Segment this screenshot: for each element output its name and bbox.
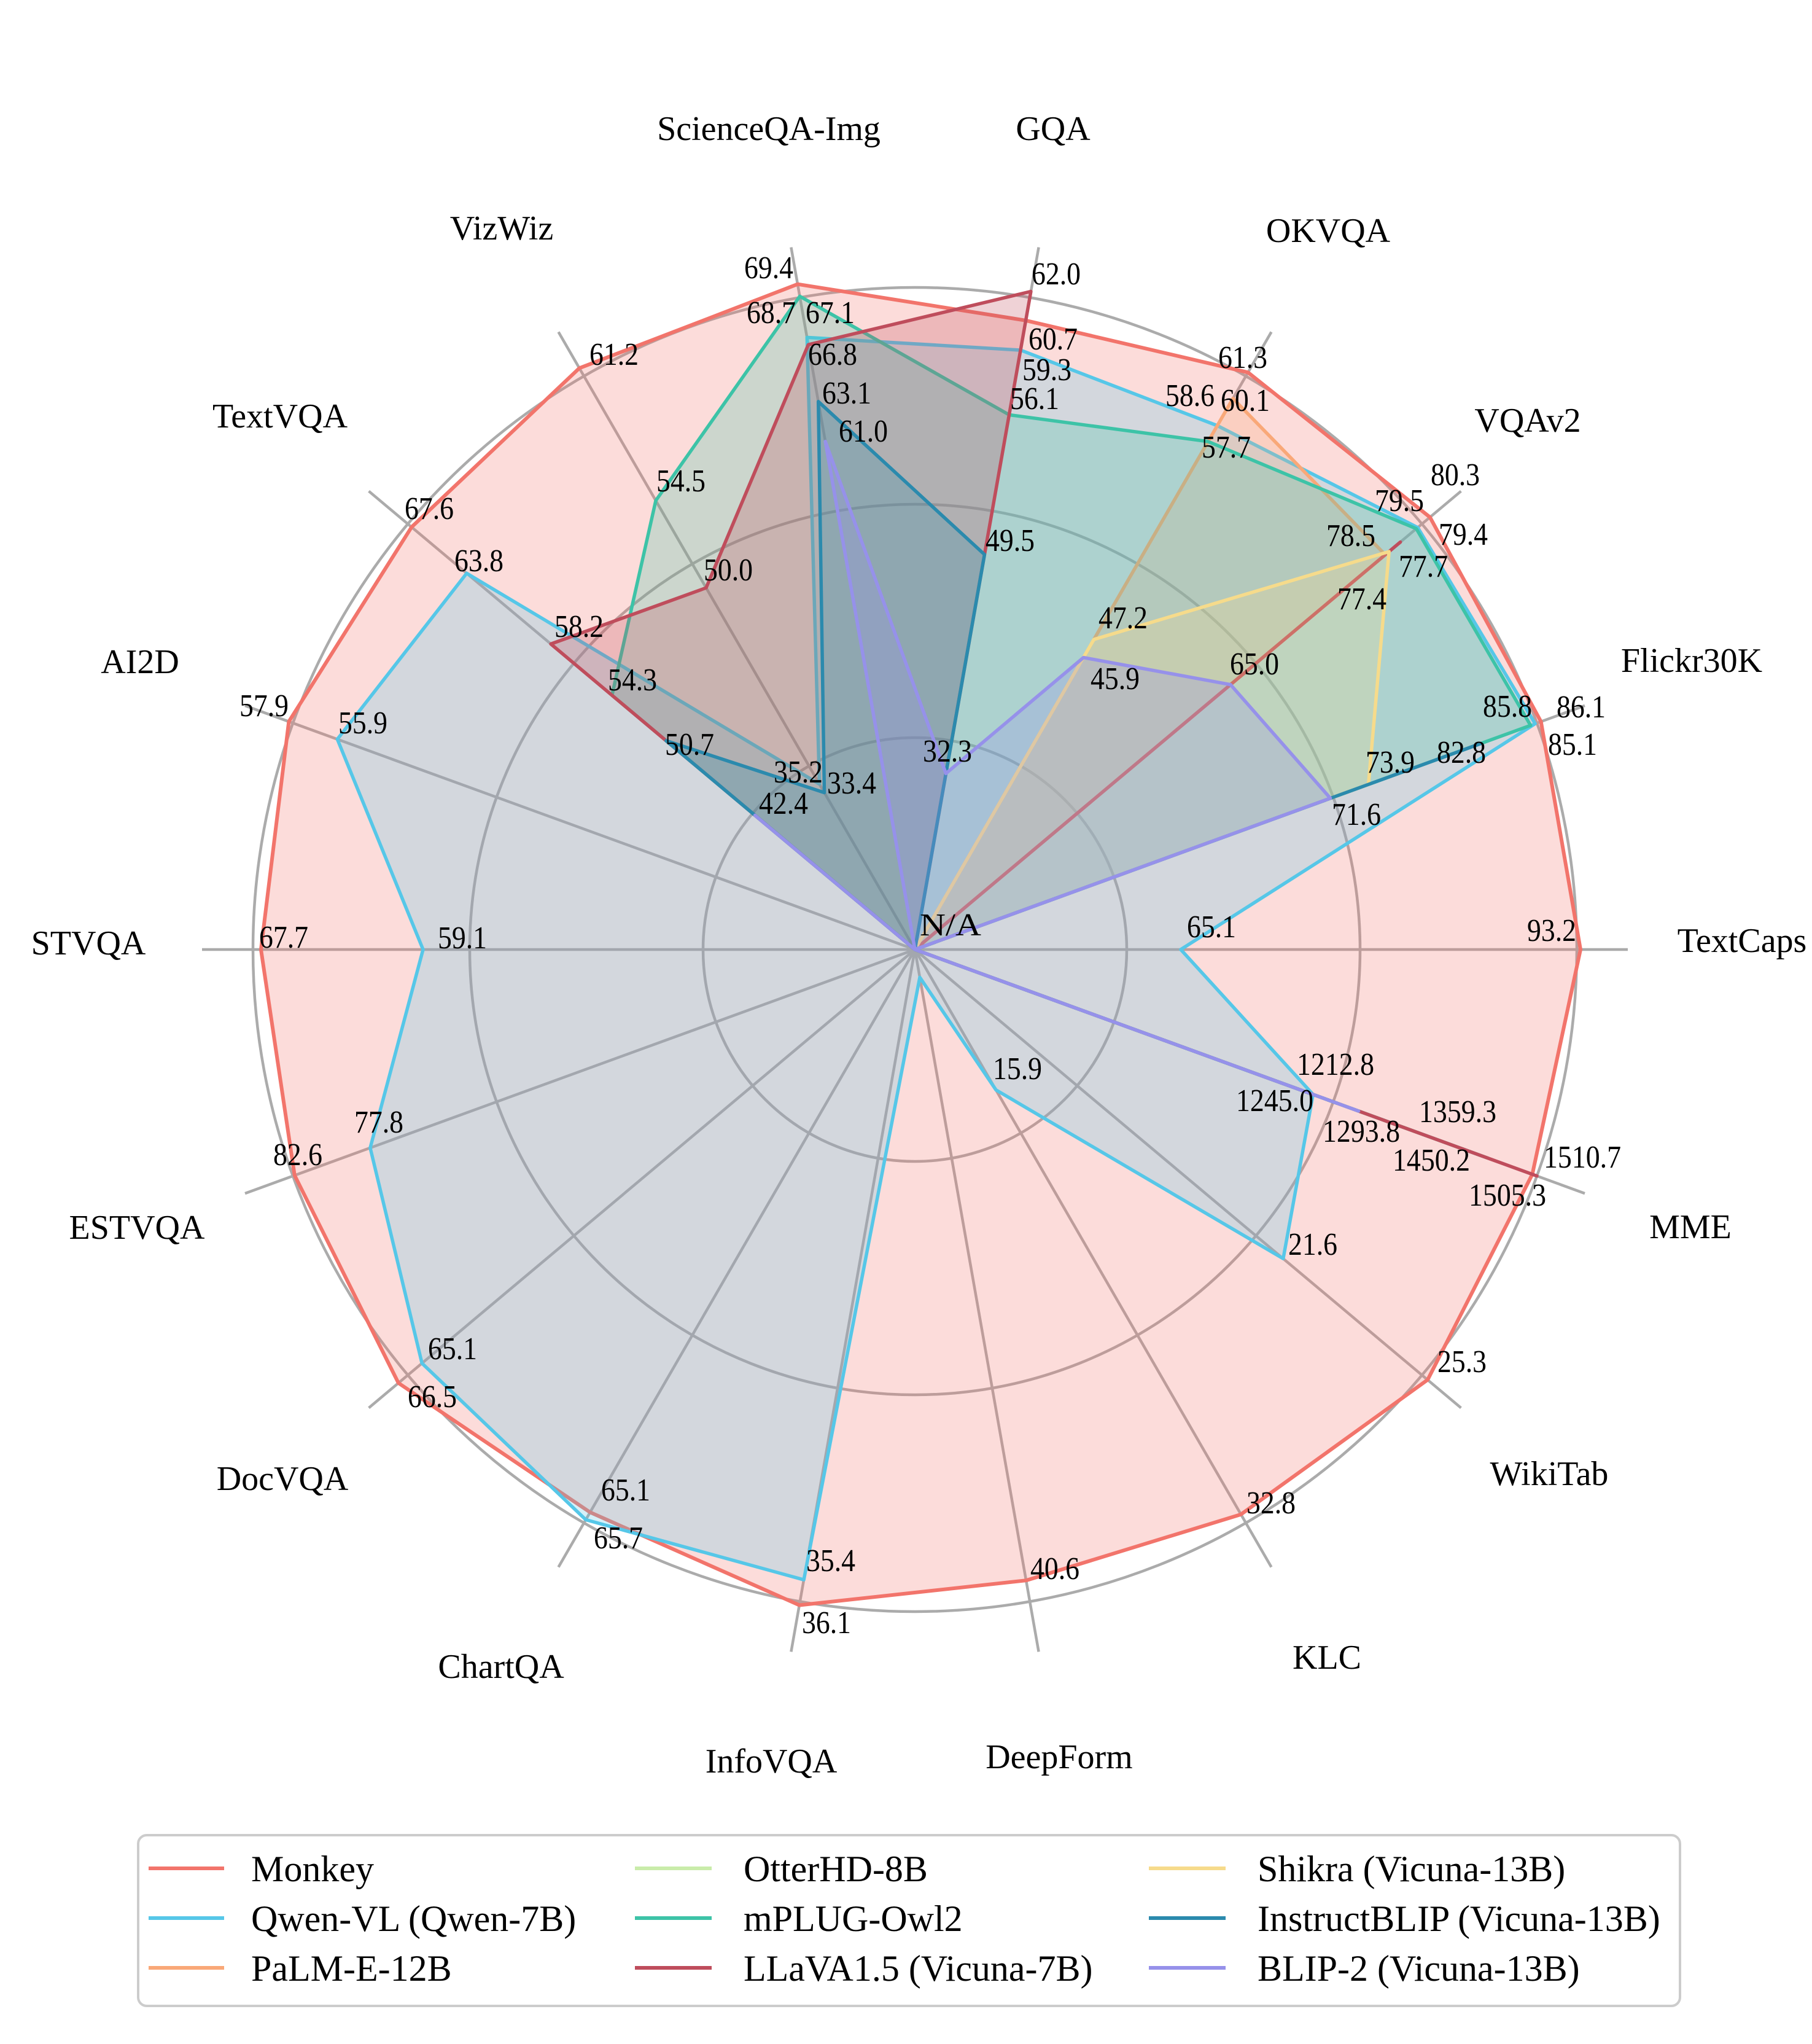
svg-text:Qwen-VL (Qwen-7B): Qwen-VL (Qwen-7B) — [251, 1898, 576, 1939]
svg-text:55.9: 55.9 — [338, 706, 387, 741]
svg-text:67.6: 67.6 — [405, 491, 454, 526]
svg-text:65.1: 65.1 — [601, 1473, 650, 1508]
svg-text:61.3: 61.3 — [1218, 340, 1267, 375]
svg-text:61.2: 61.2 — [589, 337, 639, 372]
svg-text:BLIP-2 (Vicuna-13B): BLIP-2 (Vicuna-13B) — [1258, 1948, 1580, 1989]
svg-text:54.5: 54.5 — [656, 464, 706, 499]
svg-text:1212.8: 1212.8 — [1297, 1047, 1374, 1082]
svg-text:69.4: 69.4 — [744, 251, 793, 286]
svg-text:TextVQA: TextVQA — [212, 397, 348, 435]
svg-text:67.7: 67.7 — [259, 920, 308, 955]
svg-text:85.1: 85.1 — [1548, 727, 1597, 762]
svg-text:47.2: 47.2 — [1098, 601, 1148, 636]
svg-text:LLaVA1.5 (Vicuna-7B): LLaVA1.5 (Vicuna-7B) — [744, 1948, 1092, 1989]
svg-text:32.3: 32.3 — [923, 734, 972, 769]
svg-text:57.7: 57.7 — [1202, 430, 1251, 465]
svg-text:93.2: 93.2 — [1527, 913, 1576, 948]
svg-text:60.1: 60.1 — [1221, 383, 1270, 418]
svg-text:56.1: 56.1 — [1010, 381, 1059, 416]
svg-text:58.6: 58.6 — [1165, 378, 1215, 413]
svg-text:60.7: 60.7 — [1028, 322, 1078, 357]
svg-text:1505.3: 1505.3 — [1469, 1178, 1546, 1213]
svg-text:79.5: 79.5 — [1375, 483, 1424, 518]
svg-text:ScienceQA-Img: ScienceQA-Img — [657, 110, 881, 148]
svg-text:82.6: 82.6 — [273, 1137, 322, 1172]
svg-text:63.8: 63.8 — [454, 544, 504, 579]
svg-text:15.9: 15.9 — [993, 1051, 1042, 1086]
svg-text:25.3: 25.3 — [1437, 1344, 1487, 1379]
svg-text:33.4: 33.4 — [827, 766, 876, 801]
svg-text:82.8: 82.8 — [1437, 735, 1486, 770]
svg-text:50.7: 50.7 — [665, 727, 714, 762]
svg-text:66.5: 66.5 — [408, 1379, 457, 1414]
svg-text:1510.7: 1510.7 — [1544, 1140, 1621, 1175]
svg-text:79.4: 79.4 — [1439, 517, 1488, 552]
svg-text:49.5: 49.5 — [986, 523, 1035, 558]
svg-text:68.7: 68.7 — [747, 295, 796, 330]
svg-text:OtterHD-8B: OtterHD-8B — [744, 1849, 928, 1889]
svg-text:DeepForm: DeepForm — [986, 1738, 1133, 1776]
svg-text:59.1: 59.1 — [438, 921, 487, 956]
svg-text:VQAv2: VQAv2 — [1474, 402, 1581, 440]
svg-text:MME: MME — [1649, 1208, 1732, 1246]
svg-text:32.8: 32.8 — [1246, 1486, 1296, 1521]
svg-text:67.1: 67.1 — [806, 295, 855, 330]
svg-text:65.1: 65.1 — [428, 1332, 477, 1367]
svg-text:66.8: 66.8 — [808, 337, 857, 372]
svg-text:61.0: 61.0 — [839, 414, 888, 449]
svg-text:57.9: 57.9 — [239, 688, 289, 724]
svg-text:50.0: 50.0 — [704, 553, 753, 588]
svg-text:78.5: 78.5 — [1326, 518, 1375, 553]
svg-text:InstructBLIP (Vicuna-13B): InstructBLIP (Vicuna-13B) — [1258, 1898, 1660, 1939]
svg-text:1293.8: 1293.8 — [1323, 1114, 1400, 1149]
svg-text:65.0: 65.0 — [1230, 647, 1279, 682]
svg-text:Flickr30K: Flickr30K — [1621, 642, 1762, 680]
svg-text:58.2: 58.2 — [554, 609, 604, 644]
svg-text:Monkey: Monkey — [251, 1849, 374, 1889]
svg-text:45.9: 45.9 — [1091, 661, 1140, 696]
svg-text:86.1: 86.1 — [1557, 690, 1606, 725]
svg-text:OKVQA: OKVQA — [1266, 212, 1391, 250]
svg-text:85.8: 85.8 — [1483, 689, 1532, 724]
svg-text:35.4: 35.4 — [806, 1543, 855, 1578]
svg-text:65.7: 65.7 — [594, 1521, 643, 1556]
svg-text:59.3: 59.3 — [1022, 353, 1071, 388]
svg-text:77.7: 77.7 — [1399, 549, 1448, 584]
svg-text:mPLUG-Owl2: mPLUG-Owl2 — [744, 1898, 963, 1939]
svg-text:54.3: 54.3 — [608, 663, 657, 698]
svg-text:77.4: 77.4 — [1337, 582, 1386, 617]
svg-text:73.9: 73.9 — [1366, 745, 1415, 780]
svg-text:STVQA: STVQA — [31, 924, 146, 962]
svg-text:63.1: 63.1 — [822, 376, 871, 411]
svg-text:71.6: 71.6 — [1332, 797, 1381, 832]
svg-text:65.1: 65.1 — [1187, 910, 1236, 945]
svg-text:Shikra (Vicuna-13B): Shikra (Vicuna-13B) — [1258, 1849, 1565, 1889]
svg-text:DocVQA: DocVQA — [217, 1460, 349, 1498]
svg-text:21.6: 21.6 — [1288, 1227, 1337, 1262]
svg-text:1359.3: 1359.3 — [1419, 1094, 1496, 1129]
svg-text:WikiTab: WikiTab — [1490, 1455, 1609, 1493]
svg-text:GQA: GQA — [1016, 110, 1091, 148]
svg-text:42.4: 42.4 — [759, 786, 808, 821]
svg-text:35.2: 35.2 — [774, 755, 823, 790]
svg-text:N/A: N/A — [920, 908, 981, 943]
svg-text:PaLM-E-12B: PaLM-E-12B — [251, 1948, 452, 1989]
svg-text:TextCaps: TextCaps — [1678, 922, 1807, 960]
svg-text:77.8: 77.8 — [354, 1105, 403, 1140]
svg-text:ChartQA: ChartQA — [438, 1648, 564, 1686]
svg-text:80.3: 80.3 — [1431, 458, 1480, 493]
svg-text:VizWiz: VizWiz — [450, 209, 554, 248]
svg-text:KLC: KLC — [1293, 1639, 1361, 1677]
svg-text:36.1: 36.1 — [802, 1605, 851, 1640]
svg-text:InfoVQA: InfoVQA — [706, 1742, 838, 1781]
svg-text:1245.0: 1245.0 — [1236, 1083, 1313, 1118]
svg-text:ESTVQA: ESTVQA — [69, 1209, 205, 1247]
svg-text:62.0: 62.0 — [1032, 257, 1081, 292]
svg-text:AI2D: AI2D — [101, 643, 179, 681]
svg-text:1450.2: 1450.2 — [1393, 1143, 1470, 1178]
svg-text:40.6: 40.6 — [1030, 1551, 1079, 1586]
